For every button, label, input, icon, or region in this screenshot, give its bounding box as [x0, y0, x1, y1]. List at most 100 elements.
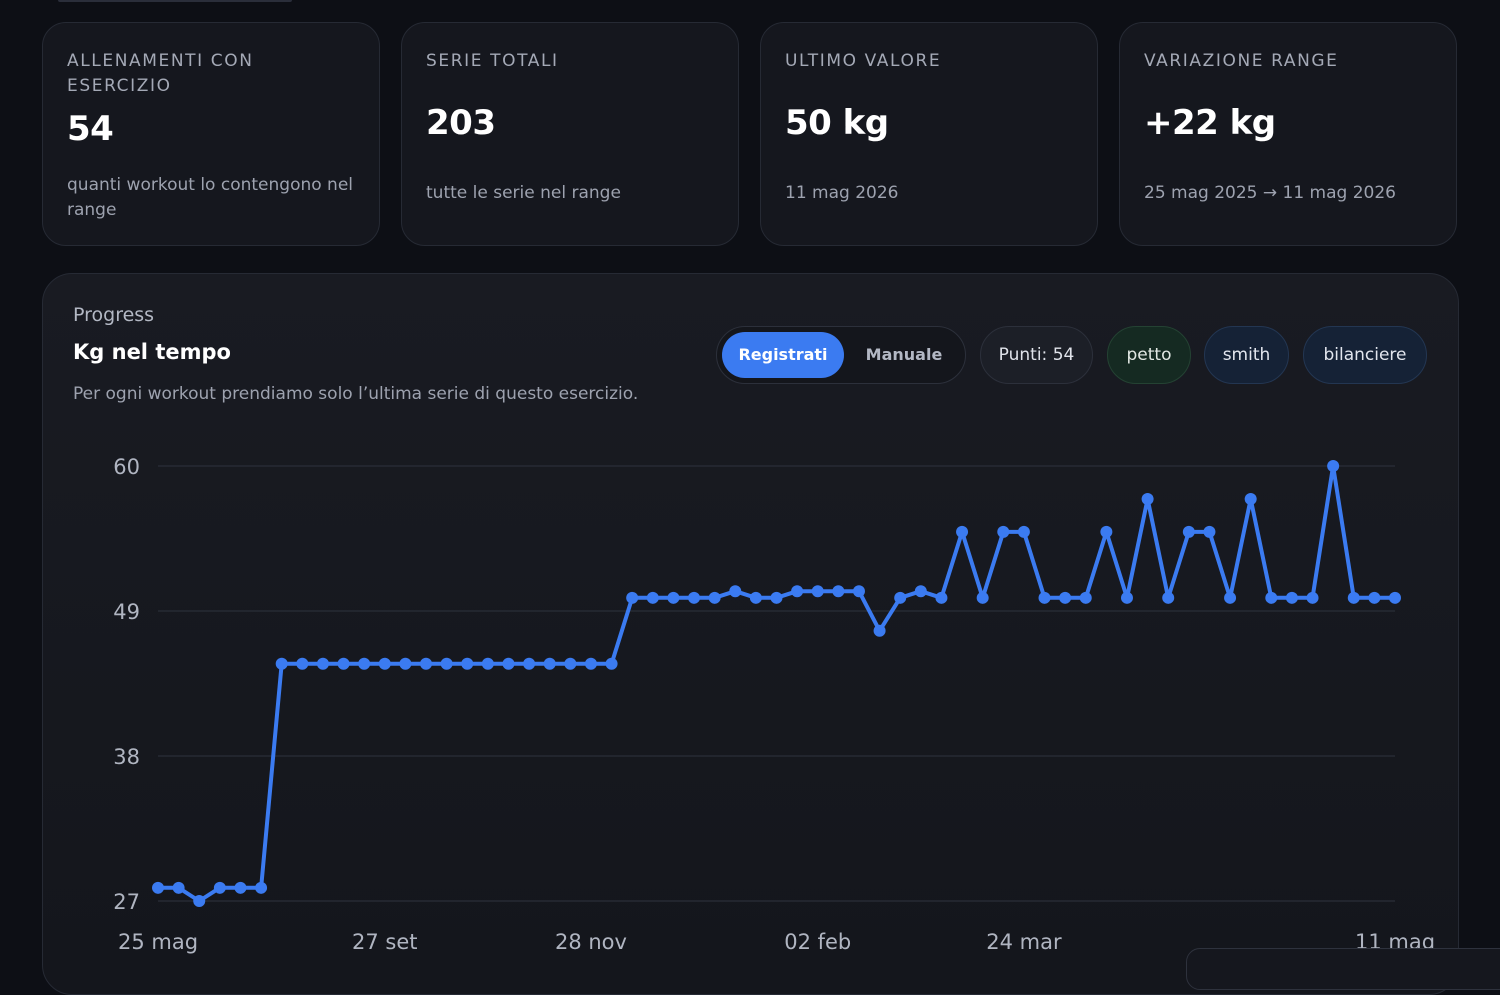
- y-tick-label: 38: [113, 745, 140, 769]
- data-point[interactable]: [1389, 591, 1401, 604]
- data-point[interactable]: [749, 591, 762, 604]
- data-point[interactable]: [1265, 591, 1278, 604]
- manuale-button[interactable]: Manuale: [865, 345, 943, 364]
- stat-card-last-value: ULTIMO VALORE 50 kg 11 mag 2026: [760, 22, 1098, 246]
- data-point[interactable]: [935, 591, 948, 604]
- data-point[interactable]: [914, 585, 927, 598]
- y-tick-label: 49: [113, 600, 140, 624]
- data-point[interactable]: [770, 591, 783, 604]
- data-point[interactable]: [646, 591, 659, 604]
- data-point[interactable]: [1203, 525, 1216, 538]
- data-point[interactable]: [461, 657, 474, 670]
- x-tick-label: 02 feb: [784, 930, 851, 954]
- stat-card-range-change: VARIAZIONE RANGE +22 kg 25 mag 2025 → 11…: [1119, 22, 1457, 246]
- data-point[interactable]: [1059, 591, 1072, 604]
- panel-overline: Progress: [73, 304, 155, 326]
- data-point[interactable]: [420, 657, 433, 670]
- stats-row: ALLENAMENTI CON ESERCIZIO 54 quanti work…: [42, 22, 1457, 248]
- data-point[interactable]: [1306, 591, 1319, 604]
- stat-value: 50 kg: [785, 103, 889, 143]
- stat-label: ULTIMO VALORE: [785, 51, 942, 71]
- x-tick-label: 25 mag: [118, 930, 198, 954]
- tag-smith[interactable]: smith: [1204, 326, 1289, 384]
- stat-label: SERIE TOTALI: [426, 51, 559, 71]
- data-point[interactable]: [708, 591, 721, 604]
- data-point[interactable]: [543, 657, 556, 670]
- data-point[interactable]: [688, 591, 701, 604]
- stat-card-workouts: ALLENAMENTI CON ESERCIZIO 54 quanti work…: [42, 22, 380, 246]
- data-point[interactable]: [358, 657, 371, 670]
- data-point[interactable]: [1285, 591, 1298, 604]
- data-point[interactable]: [337, 657, 350, 670]
- data-point[interactable]: [584, 657, 597, 670]
- data-point[interactable]: [1162, 591, 1175, 604]
- data-point[interactable]: [234, 881, 247, 894]
- data-point[interactable]: [152, 881, 164, 894]
- corner-widget: [1186, 948, 1500, 990]
- source-toggle: Registrati Manuale: [716, 326, 966, 384]
- data-point[interactable]: [378, 657, 391, 670]
- data-point[interactable]: [564, 657, 577, 670]
- tag-bilanciere[interactable]: bilanciere: [1303, 326, 1427, 384]
- stat-sub: quanti workout lo contengono nel range: [67, 175, 354, 220]
- stat-label: VARIAZIONE RANGE: [1144, 51, 1339, 71]
- data-point[interactable]: [255, 881, 268, 894]
- data-point[interactable]: [1079, 591, 1092, 604]
- y-tick-label: 60: [113, 455, 140, 479]
- data-point[interactable]: [523, 657, 536, 670]
- data-point[interactable]: [956, 525, 969, 538]
- data-point[interactable]: [729, 585, 742, 598]
- data-point[interactable]: [1347, 591, 1360, 604]
- stat-label: ALLENAMENTI CON ESERCIZIO: [67, 51, 254, 96]
- stat-card-total-sets: SERIE TOTALI 203 tutte le serie nel rang…: [401, 22, 739, 246]
- data-point[interactable]: [1120, 591, 1133, 604]
- data-point[interactable]: [997, 525, 1010, 538]
- x-tick-label: 28 nov: [555, 930, 627, 954]
- data-point[interactable]: [852, 585, 865, 598]
- data-point[interactable]: [213, 881, 226, 894]
- data-point[interactable]: [1182, 525, 1195, 538]
- data-point[interactable]: [399, 657, 412, 670]
- data-point[interactable]: [1368, 591, 1381, 604]
- data-point[interactable]: [1327, 460, 1340, 472]
- data-point[interactable]: [626, 591, 639, 604]
- registrati-button[interactable]: Registrati: [722, 332, 844, 378]
- data-point[interactable]: [316, 657, 329, 670]
- data-point[interactable]: [811, 585, 824, 598]
- data-point[interactable]: [894, 591, 907, 604]
- data-point[interactable]: [976, 591, 989, 604]
- data-point[interactable]: [1141, 492, 1154, 505]
- data-point[interactable]: [502, 657, 515, 670]
- points-badge: Punti: 54: [980, 326, 1093, 384]
- data-point[interactable]: [172, 881, 185, 894]
- stat-sub: tutte le serie nel range: [426, 183, 621, 203]
- top-tab-stub: [58, 0, 292, 2]
- data-point[interactable]: [1244, 492, 1257, 505]
- progress-panel: Progress Kg nel tempo Per ogni workout p…: [42, 273, 1459, 995]
- x-tick-label: 24 mar: [986, 930, 1062, 954]
- y-tick-label: 27: [113, 890, 140, 914]
- tag-petto[interactable]: petto: [1107, 326, 1191, 384]
- data-point[interactable]: [1038, 591, 1051, 604]
- data-point[interactable]: [1017, 525, 1030, 538]
- stat-value: +22 kg: [1144, 103, 1276, 143]
- data-point[interactable]: [832, 585, 845, 598]
- stat-sub: 11 mag 2026: [785, 183, 899, 203]
- data-point[interactable]: [1100, 525, 1113, 538]
- data-point[interactable]: [275, 657, 288, 670]
- x-tick-label: 27 set: [352, 930, 418, 954]
- data-point[interactable]: [605, 657, 618, 670]
- data-point[interactable]: [193, 895, 206, 907]
- stat-sub: 25 mag 2025 → 11 mag 2026: [1144, 183, 1396, 203]
- data-point[interactable]: [1224, 591, 1237, 604]
- data-point[interactable]: [296, 657, 309, 670]
- panel-title: Kg nel tempo: [73, 340, 231, 364]
- data-point[interactable]: [791, 585, 804, 598]
- data-point[interactable]: [667, 591, 680, 604]
- data-point[interactable]: [873, 624, 886, 637]
- data-point[interactable]: [440, 657, 453, 670]
- data-point[interactable]: [481, 657, 494, 670]
- stat-value: 54: [67, 109, 114, 149]
- stat-value: 203: [426, 103, 496, 143]
